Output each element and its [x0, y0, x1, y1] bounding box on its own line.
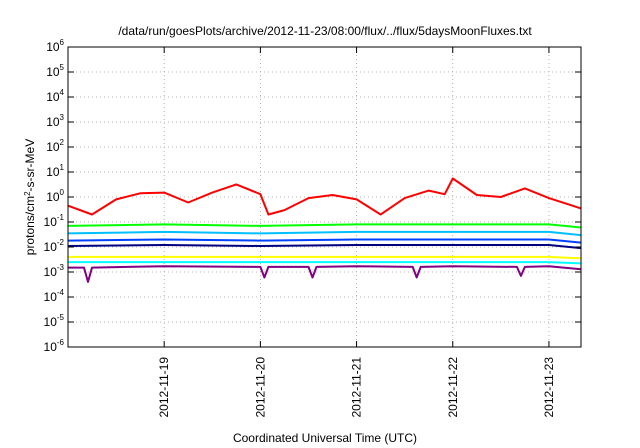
x-tick-label: 2012-11-21 [350, 357, 364, 418]
series-line-6 [68, 261, 582, 265]
y-axis: 10-610-510-410-310-210-11001011021031041… [44, 38, 581, 354]
y-tick-label-exp: 0 [60, 188, 65, 197]
x-tick-label: 2012-11-22 [446, 357, 460, 418]
series-line-4 [67, 244, 582, 250]
y-axis-label: protons/cm2-s-sr-MeV [23, 139, 38, 255]
y-tick-label-exp: 2 [60, 138, 65, 147]
y-tick-label-exp: 4 [60, 88, 65, 97]
series-line-3 [67, 238, 582, 244]
y-tick-label-base: 10 [46, 165, 60, 179]
y-tick-label-base: 10 [46, 115, 60, 129]
y-tick-label: 104 [46, 88, 64, 104]
y-tick-label-base: 10 [46, 140, 60, 154]
x-axis: 2012-11-19 2012-11-20 2012-11-21 2012-11-22… [157, 47, 556, 418]
series-line-2 [67, 230, 582, 237]
y-tick-label-exp: -1 [57, 213, 65, 222]
y-tick-label-exp: 3 [60, 113, 65, 122]
y-tick-label: 106 [46, 38, 64, 54]
y-tick-label: 10-3 [44, 263, 65, 279]
y-tick-label: 102 [46, 138, 64, 154]
x-axis-label: Coordinated Universal Time (UTC) [233, 431, 417, 445]
y-tick-label-base: 10 [44, 315, 58, 329]
y-tick-label-base: 10 [46, 190, 60, 204]
y-tick-label-exp: 6 [60, 38, 65, 47]
x-tick-label: 2012-11-20 [253, 357, 267, 418]
y-tick-label-base: 10 [46, 90, 60, 104]
y-tick-label-exp: 1 [60, 163, 65, 172]
chart-title: /data/run/goesPlots/archive/2012-11-23/0… [118, 24, 532, 38]
y-tick-label-base: 10 [44, 340, 58, 354]
y-tick-label-base: 10 [46, 40, 60, 54]
y-tick-label: 10-4 [44, 288, 65, 304]
series-line-5 [68, 255, 582, 260]
y-tick-label: 103 [46, 113, 64, 129]
y-tick-label: 101 [46, 163, 64, 179]
y-axis-label-rest: -s-sr-MeV [23, 139, 37, 192]
y-tick-label-exp: -5 [57, 313, 65, 322]
y-axis-label-base: protons/cm [23, 196, 37, 255]
y-tick-label-base: 10 [44, 265, 58, 279]
y-tick-label-base: 10 [44, 290, 58, 304]
series-line-1 [67, 223, 582, 229]
series-line-0 [67, 177, 582, 216]
y-tick-label: 100 [46, 188, 64, 204]
x-tick-label: 2012-11-23 [542, 357, 556, 418]
y-tick-label-exp: -2 [57, 238, 65, 247]
y-tick-label-exp: -4 [57, 288, 65, 297]
x-tick-label: 2012-11-19 [157, 357, 171, 418]
y-axis-label-sup: 2 [23, 191, 32, 196]
y-tick-label: 10-1 [44, 213, 65, 229]
y-tick-label: 105 [46, 63, 64, 79]
y-tick-label-exp: -6 [57, 338, 65, 347]
y-tick-label-base: 10 [44, 215, 58, 229]
series-line-7 [68, 265, 582, 283]
y-tick-label-base: 10 [44, 240, 58, 254]
y-tick-label: 10-6 [44, 338, 65, 354]
y-tick-label-exp: -3 [57, 263, 65, 272]
y-tick-label: 10-5 [44, 313, 65, 329]
y-tick-label-exp: 5 [60, 63, 65, 72]
series-layer [67, 177, 582, 283]
y-tick-label-base: 10 [46, 65, 60, 79]
y-tick-label: 10-2 [44, 238, 65, 254]
